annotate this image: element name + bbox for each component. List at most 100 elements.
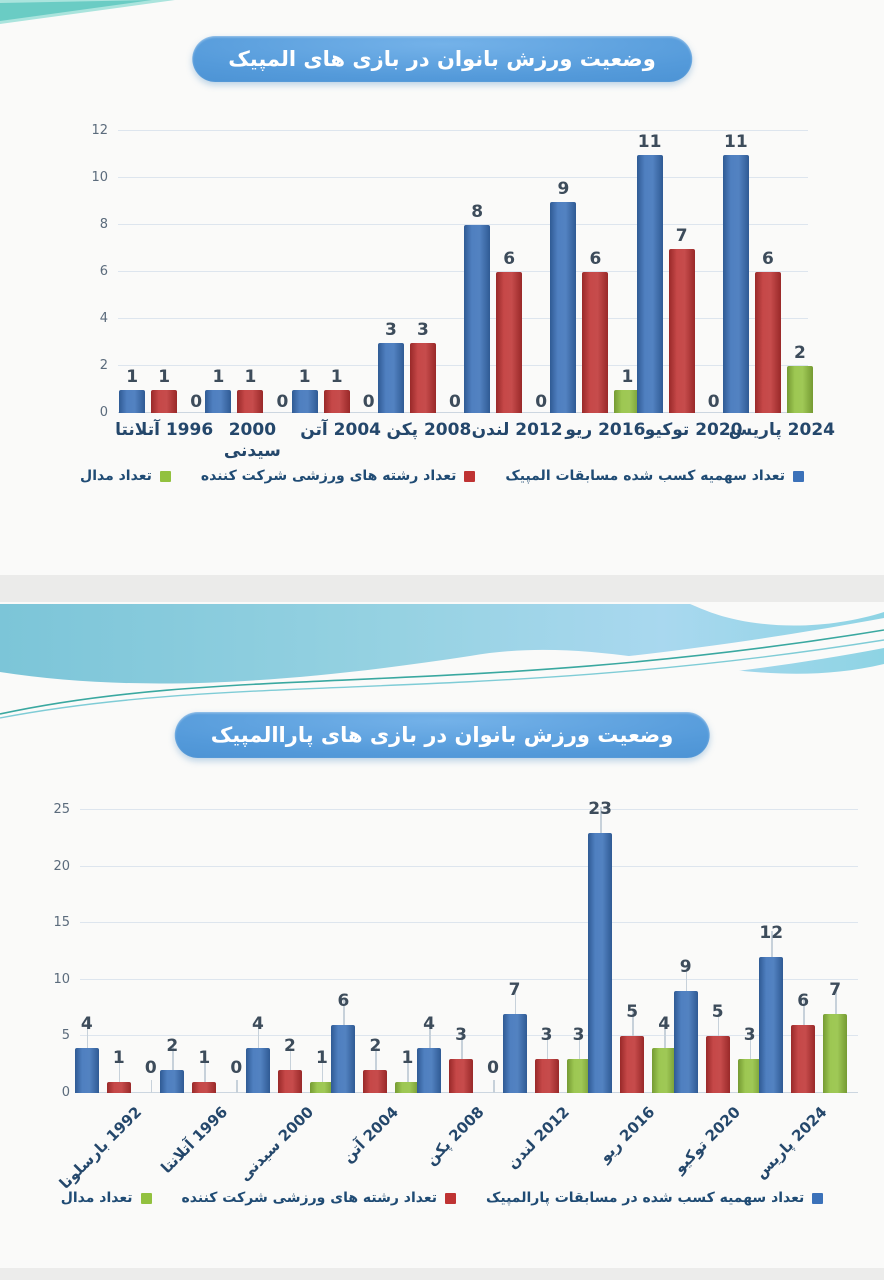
bar-series0-4	[464, 225, 491, 413]
x-axis-label: 2016 ریو	[565, 420, 646, 440]
bar-value-label: 12	[759, 923, 784, 944]
bar-value-label: 1	[198, 1047, 211, 1068]
bar-series0-2	[291, 389, 318, 413]
olympic-chart-card: وضعیت ورزش بانوان در بازی های المپیک 0 2 4…	[0, 0, 884, 575]
legend-label: تعداد سهمیه کسب شده در مسابقات پارالمپیک	[486, 1190, 805, 1206]
bar-value-label: 4	[423, 1013, 435, 1034]
label-leader-line	[407, 1055, 409, 1082]
bar-value-label: 3	[572, 1025, 585, 1046]
bar-value-label: 6	[797, 991, 810, 1012]
bar-value-label: 3	[416, 319, 429, 340]
bar-series1-4	[496, 272, 523, 413]
bar-series0-8	[759, 957, 784, 1093]
label-leader-line	[172, 1044, 174, 1071]
legend-swatch	[445, 1192, 457, 1204]
wave-divider-graphic	[0, 604, 884, 720]
x-axis-label: 2008 پکن	[422, 1103, 488, 1169]
bar-value-label: 0	[448, 392, 461, 412]
bar-value-label: 0	[276, 392, 289, 412]
gridline	[118, 365, 808, 366]
label-leader-line	[204, 1055, 206, 1082]
bar-value-label: 9	[557, 178, 570, 199]
bar-value-label: 3	[743, 1025, 756, 1046]
bar-value-label: 23	[588, 798, 612, 819]
bar-series0-5	[550, 201, 577, 413]
bar-value-label: 7	[675, 225, 688, 246]
x-axis-label: 2020 توکیو	[644, 420, 743, 440]
bar-value-label: 9	[679, 957, 692, 978]
y-axis-tick: 4	[99, 311, 108, 326]
legend-swatch	[140, 1192, 152, 1204]
label-leader-line	[600, 806, 602, 833]
x-axis-label: 2012 لندن	[503, 1103, 574, 1173]
label-leader-line	[150, 1080, 153, 1093]
y-axis-tick: 20	[53, 858, 70, 874]
bar-value-label: 5	[711, 1002, 724, 1023]
x-axis-label: 2000 سیدنی	[223, 420, 281, 462]
gridline	[118, 224, 808, 225]
gridline	[118, 130, 808, 131]
label-leader-line	[664, 1021, 666, 1048]
gridline	[118, 318, 808, 319]
bar-series0-2	[245, 1047, 270, 1093]
label-leader-line	[321, 1055, 324, 1082]
bar-value-label: 4	[80, 1013, 93, 1034]
bar-series1-4	[449, 1059, 473, 1093]
bar-series1-7	[705, 1036, 730, 1093]
bar-series2-2	[309, 1081, 334, 1093]
legend-item: تعداد سهمیه کسب شده در مسابقات پارالمپیک	[486, 1190, 824, 1206]
label-leader-line	[236, 1080, 238, 1093]
bar-value-label: 7	[508, 979, 521, 1000]
label-leader-line	[835, 987, 837, 1014]
x-axis-label: 2008 پکن	[386, 420, 472, 440]
bar-value-label: 2	[283, 1036, 296, 1057]
bar-value-label: 1	[330, 366, 343, 387]
bar-value-label: 6	[337, 991, 350, 1012]
y-axis-tick: 10	[53, 971, 70, 987]
bar-value-label: 3	[540, 1025, 553, 1046]
bar-series0-6	[636, 154, 663, 413]
olympic-plot-area: 0 2 4 6 8 10 12 1 1 0 1996 آتلانتا 1 1 0 2000 سیدنی 1 1 0…	[91, 123, 835, 461]
bar-value-label: 4	[658, 1013, 671, 1034]
bar-value-label: 1	[126, 366, 139, 387]
y-axis-tick: 25	[53, 802, 70, 817]
bar-value-label: 0	[362, 392, 375, 412]
y-axis-tick: 12	[91, 123, 108, 138]
gridline	[118, 412, 808, 413]
bar-series1-3	[409, 342, 436, 413]
x-axis-label: 2004 آتن	[300, 420, 381, 440]
section-divider	[0, 575, 884, 602]
bar-value-label: 2	[166, 1036, 179, 1057]
label-leader-line	[514, 987, 517, 1014]
bar-value-label: 0	[487, 1058, 499, 1078]
bar-value-label: 2	[369, 1036, 382, 1057]
bar-value-label: 0	[230, 1058, 243, 1078]
legend-label: تعداد رشته های ورزشی شرکت کننده	[181, 1190, 438, 1206]
label-leader-line	[717, 1010, 720, 1037]
y-axis-tick: 15	[53, 915, 70, 931]
paralympic-chart-card: وضعیت ورزش بانوان در بازی های پاراالمپیک…	[0, 602, 884, 1268]
bar-value-label: 5	[626, 1002, 639, 1023]
olympic-legend: تعداد سهمیه کسب شده مسابقات المپیک تعداد …	[0, 468, 884, 484]
bar-value-label: 0	[535, 392, 548, 412]
paralympic-plot-area: 0 5 10 15 20 25 4 1 0 1992 بارسلونا 2 1 0 1996 آتلانت…	[53, 800, 858, 1192]
bar-series2-7	[786, 366, 813, 413]
bar-series0-7	[722, 154, 749, 413]
bar-value-label: 1	[298, 366, 311, 387]
bar-value-label: 4	[251, 1013, 264, 1034]
gridline	[80, 1035, 858, 1037]
gridline	[118, 177, 808, 178]
label-leader-line	[375, 1044, 377, 1071]
bar-series0-6	[588, 832, 613, 1093]
bar-series1-1	[237, 389, 264, 413]
x-axis-label: 2004 آتن	[339, 1103, 403, 1167]
x-axis-label: 2020 توکیو	[670, 1103, 745, 1177]
bar-value-label: 0	[144, 1058, 157, 1078]
bar-value-label: 1	[212, 366, 225, 387]
legend-item: تعداد سهمیه کسب شده مسابقات المپیک	[505, 468, 804, 484]
y-axis-tick: 0	[99, 405, 108, 420]
bar-series1-8	[791, 1025, 816, 1093]
legend-swatch	[159, 470, 171, 482]
bar-value-label: 8	[471, 202, 484, 222]
x-axis-label: 2000 سیدنی	[235, 1103, 317, 1185]
